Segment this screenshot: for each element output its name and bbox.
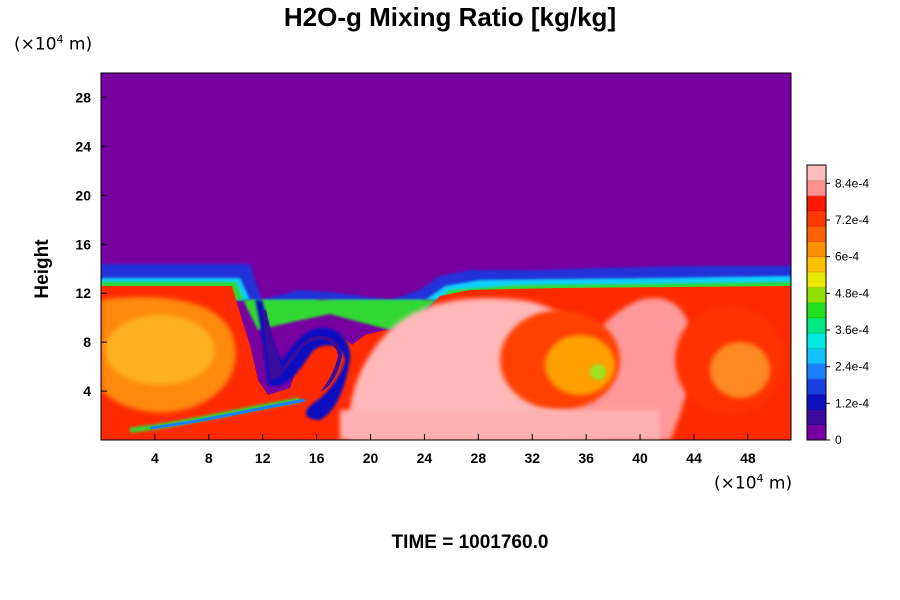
heatmap-center-right-core — [560, 298, 693, 440]
colorbar-segment — [807, 195, 826, 212]
heatmap-dry-intrusion — [255, 300, 351, 420]
colorbar-segment — [807, 409, 826, 426]
y-tick-label: 4 — [83, 383, 91, 399]
colorbar-tick-label: 1.2e-4 — [835, 396, 869, 410]
x-tick-label: 36 — [578, 450, 594, 466]
colorbar-tick-label: 4.8e-4 — [835, 286, 869, 300]
y-tick-label: 16 — [75, 236, 91, 252]
x-tick-label: 24 — [417, 450, 433, 466]
colorbar-tick-label: 0 — [835, 433, 842, 447]
colorbar-tick-label: 8.4e-4 — [835, 176, 869, 190]
colorbar-segment — [807, 378, 826, 395]
heatmap-dry-intrusion-core — [262, 310, 342, 392]
heatmap-left-eddy-core — [105, 315, 215, 385]
heatmap-surface-layer — [340, 410, 660, 440]
x-tick-label: 20 — [363, 450, 379, 466]
colorbar-segment — [807, 241, 826, 258]
colorbar-tick-label: 3.6e-4 — [835, 323, 869, 337]
x-tick-label: 8 — [205, 450, 213, 466]
colorbar: 0 1.2e-4 2.4e-4 3.6e-4 4.8e-4 6e-4 7.2e-4 8.4e-… — [806, 164, 869, 447]
colorbar-segment — [807, 363, 826, 380]
x-tick-label: 12 — [255, 450, 271, 466]
colorbar-segment — [807, 424, 826, 441]
colorbar-segment — [807, 256, 826, 273]
x-tick-label: 32 — [524, 450, 540, 466]
colorbar-segment — [807, 287, 826, 303]
x-tick-label: 4 — [151, 450, 159, 466]
x-tick-label: 28 — [471, 450, 487, 466]
heatmap-center-eddy-ring — [545, 335, 615, 395]
colorbar-segment — [807, 394, 826, 410]
x-tick-label: 48 — [740, 450, 756, 466]
heatmap-streak-core — [149, 398, 306, 430]
y-tick-label: 12 — [75, 285, 91, 301]
colorbar-segment — [807, 271, 826, 288]
x-axis-ticks: 4 8 12 16 20 24 28 32 36 40 44 48 — [151, 434, 756, 466]
colorbar-tick-label: 7.2e-4 — [835, 213, 869, 227]
x-tick-label: 16 — [309, 450, 325, 466]
time-label: TIME = 1001760.0 — [391, 532, 549, 553]
colorbar-segment — [807, 165, 826, 181]
y-tick-label: 24 — [75, 138, 91, 154]
x-tick-label: 44 — [686, 450, 702, 466]
x-axis-unit: (×104 m) — [714, 472, 793, 494]
y-axis-ticks: 4 8 12 16 20 24 28 — [75, 89, 107, 399]
y-tick-label: 8 — [83, 334, 91, 350]
y-axis-unit: (×104 m) — [14, 33, 93, 55]
colorbar-segment — [807, 317, 826, 334]
colorbar-tick-label: 2.4e-4 — [835, 360, 869, 374]
x-tick-label: 40 — [632, 450, 648, 466]
colorbar-segment — [807, 180, 826, 197]
heatmap-center-eddy-eye — [590, 364, 606, 380]
heatmap-right-eddy-core — [710, 342, 770, 398]
colorbar-segment — [807, 348, 826, 365]
colorbar-frame — [806, 164, 827, 441]
plot-frame — [100, 72, 792, 441]
chart-title: H2O-g Mixing Ratio [kg/kg] — [283, 2, 617, 32]
colorbar-tick-label: 6e-4 — [835, 250, 859, 264]
colorbar-segment — [807, 302, 826, 319]
colorbar-segment — [807, 210, 826, 227]
colorbar-segment — [807, 226, 826, 242]
heatmap-plot — [101, 73, 791, 440]
colorbar-segment — [807, 333, 826, 349]
y-tick-label: 28 — [75, 89, 91, 105]
y-tick-label: 20 — [75, 187, 91, 203]
